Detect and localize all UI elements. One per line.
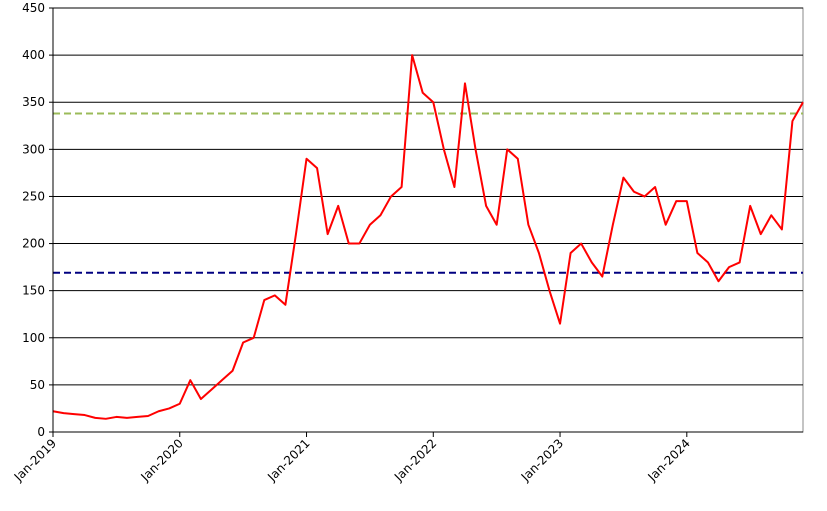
- y-tick-label: 200: [22, 237, 45, 251]
- y-tick-label: 50: [30, 378, 45, 392]
- x-tick-label: Jan-2022: [391, 436, 439, 484]
- y-tick-label: 450: [22, 1, 45, 15]
- y-tick-label: 150: [22, 284, 45, 298]
- y-tick-label: 350: [22, 95, 45, 109]
- plot-area: [52, 7, 804, 433]
- x-tick-label: Jan-2023: [518, 436, 566, 484]
- x-tick-label: Jan-2021: [264, 436, 312, 484]
- x-tick-label: Jan-2024: [645, 436, 693, 484]
- y-tick-label: 400: [22, 48, 45, 62]
- y-tick-label: 250: [22, 189, 45, 203]
- y-tick-label: 0: [37, 425, 45, 439]
- x-tick-label: Jan-2020: [138, 436, 186, 484]
- x-tick-label: Jan-2019: [11, 436, 59, 484]
- y-tick-label: 300: [22, 142, 45, 156]
- data-line: [52, 54, 804, 420]
- y-tick-label: 100: [22, 331, 45, 345]
